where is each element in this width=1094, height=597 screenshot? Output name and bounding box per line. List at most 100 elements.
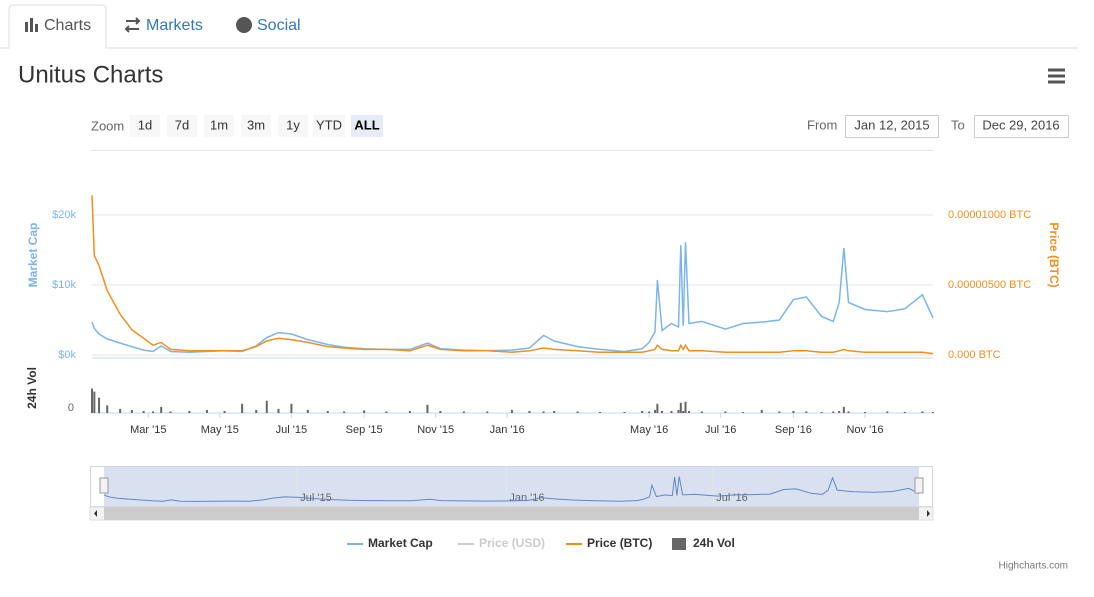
page-title: Unitus Charts <box>18 61 163 88</box>
from-label: From <box>807 117 837 132</box>
vol-bar <box>151 411 154 413</box>
zoom-button[interactable] <box>167 115 197 137</box>
vol-bar <box>223 410 226 413</box>
series-line <box>91 242 934 353</box>
vol-bar <box>847 411 850 413</box>
vol-bar <box>838 410 841 413</box>
vol-bar <box>661 410 664 413</box>
vol-bar <box>462 411 465 413</box>
vol-bar <box>656 403 659 413</box>
vol-bar <box>290 403 293 413</box>
legend-symbol[interactable] <box>672 538 686 550</box>
vol-bar <box>510 409 513 413</box>
tab[interactable]: Markets <box>146 17 203 34</box>
x-tick-label: Jul '15 <box>276 424 307 436</box>
zoom-button-label[interactable]: 3m <box>247 117 265 132</box>
zoom-button-label[interactable]: 1m <box>210 117 228 132</box>
vol-bar <box>241 403 244 413</box>
zoom-button[interactable] <box>313 115 345 137</box>
vol-bar <box>623 411 626 413</box>
legend-label[interactable]: Price (USD) <box>479 536 545 550</box>
vol-bar <box>700 411 703 413</box>
vol-bar <box>598 411 601 413</box>
y-tick-label: $0k <box>58 349 76 361</box>
vol-bar <box>679 402 682 413</box>
zoom-button[interactable] <box>130 115 160 137</box>
from-input[interactable] <box>845 115 939 138</box>
vol-bar <box>343 411 346 413</box>
zoom-button[interactable] <box>204 115 234 137</box>
y-axis-title: Market Cap <box>26 223 40 288</box>
vol-bar <box>277 408 280 413</box>
legend-label[interactable]: Price (BTC) <box>587 536 652 550</box>
markets-icon <box>124 17 141 33</box>
vol-bar <box>486 411 489 413</box>
vol-bar <box>832 411 835 413</box>
vol-bar <box>255 409 258 413</box>
vol-bar <box>553 410 556 413</box>
y-tick-label: $20k <box>52 209 76 221</box>
navigator <box>90 466 933 507</box>
vol-bar <box>542 411 545 413</box>
navigator-handle[interactable] <box>99 477 109 494</box>
vol-bar <box>130 409 133 413</box>
vol-bar <box>93 391 96 413</box>
legend-label[interactable]: 24h Vol <box>693 536 735 550</box>
vol-bar <box>91 388 93 413</box>
zoom-button[interactable] <box>351 115 383 137</box>
legend-label[interactable]: Market Cap <box>368 536 433 550</box>
vol-bar <box>306 409 309 413</box>
active-tab[interactable] <box>8 4 107 48</box>
to-date[interactable]: Dec 29, 2016 <box>982 117 1059 132</box>
y2-tick-label: 0.000 BTC <box>948 349 1001 361</box>
tab[interactable]: Social <box>257 17 301 34</box>
zoom-button-label[interactable]: 7d <box>175 117 189 132</box>
scroll-left[interactable] <box>94 510 97 517</box>
zoom-button-label[interactable]: ALL <box>354 117 379 132</box>
vol-bar <box>886 411 889 413</box>
x-tick-label: Jan '16 <box>490 424 525 436</box>
zoom-button-label[interactable]: 1y <box>286 117 300 132</box>
to-input[interactable] <box>974 115 1069 138</box>
zoom-button[interactable] <box>241 115 271 137</box>
scrollbar-thumb[interactable] <box>104 507 919 520</box>
vol-bar <box>654 409 657 413</box>
zoom-button[interactable] <box>278 115 308 137</box>
navigator-handle[interactable] <box>914 477 924 494</box>
vol-bar <box>576 411 579 413</box>
vol-bar <box>805 411 808 413</box>
x-tick-label: May '16 <box>630 424 668 436</box>
vol-bar <box>98 397 101 413</box>
vol-bar <box>385 411 388 413</box>
x-tick-label: Nov '15 <box>417 424 454 436</box>
vol-bar <box>142 410 145 413</box>
scroll-right[interactable] <box>927 510 930 517</box>
vol-bar <box>778 411 781 413</box>
x-tick-label: Sep '15 <box>346 424 383 436</box>
zoom-button-label[interactable]: YTD <box>316 117 342 132</box>
vol-bar <box>326 410 329 413</box>
vol-bar <box>677 409 680 413</box>
menu-icon[interactable] <box>1048 68 1065 84</box>
from-date[interactable]: Jan 12, 2015 <box>854 117 929 132</box>
x-tick-label: Sep '16 <box>775 424 812 436</box>
navigator-tick-label: Jul '16 <box>716 492 747 504</box>
credits[interactable]: Highcharts.com <box>999 561 1068 572</box>
zoom-button-label[interactable]: 1d <box>138 117 152 132</box>
vol-bar <box>205 409 208 413</box>
vol-bar <box>426 404 429 413</box>
tab[interactable]: Charts <box>44 17 91 34</box>
vol-bar <box>160 406 163 413</box>
vol-bar <box>106 405 109 413</box>
y-tick-label: $10k <box>52 279 76 291</box>
vol-tick-label: 0 <box>68 402 74 414</box>
y2-axis-title: Price (BTC) <box>1047 222 1061 287</box>
vol-bar <box>648 411 651 413</box>
vol-bar <box>863 411 866 413</box>
navigator-window[interactable] <box>104 467 919 506</box>
vol-bar <box>169 411 172 413</box>
vol-bar <box>921 411 924 413</box>
vol-bar <box>119 408 122 413</box>
